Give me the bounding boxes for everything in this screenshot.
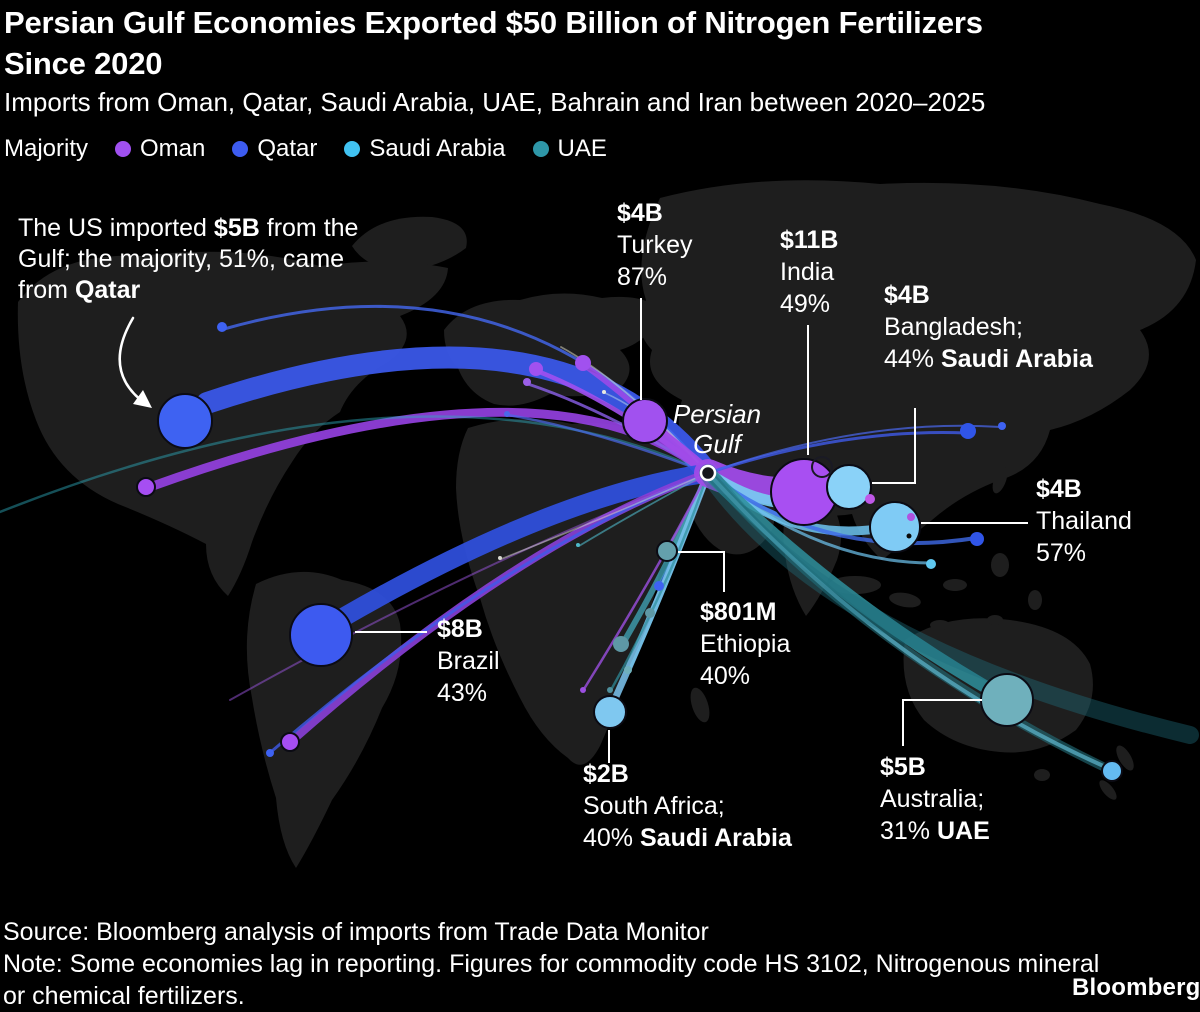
callout-country: Brazil: [437, 647, 500, 675]
bloomberg-logo: Bloomberg: [1072, 974, 1200, 1001]
callout-share: 49%: [780, 290, 831, 318]
qatar-dot-icon: [232, 141, 249, 157]
callout-country: Turkey: [617, 231, 693, 259]
legend: Majority Oman Qatar Saudi Arabia UAE: [4, 135, 607, 163]
note-text: Note: Some economies lag in reporting. F…: [3, 950, 1100, 1010]
legend-item-uae: UAE: [532, 135, 607, 163]
callout-share: 31% UAE: [880, 817, 990, 845]
callout-share: 43%: [437, 679, 488, 707]
callout-share: 87%: [617, 263, 668, 291]
callout-value: $4B: [1036, 475, 1082, 503]
callout-india: $11B India 49%: [780, 224, 838, 320]
chart-subtitle: Imports from Oman, Qatar, Saudi Arabia, …: [4, 87, 986, 117]
callout-south-africa: $2B South Africa; 40% Saudi Arabia: [583, 758, 792, 854]
callout-value: $4B: [617, 199, 663, 227]
callout-share: 44% Saudi Arabia: [884, 345, 1093, 373]
callout-value: $801M: [700, 598, 777, 626]
us-note-majority: Qatar: [74, 276, 141, 304]
callout-brazil: $8B Brazil 43%: [437, 613, 500, 709]
us-note-value: $5B: [213, 214, 260, 242]
oman-dot-icon: [115, 141, 132, 157]
legend-label: Oman: [140, 135, 206, 162]
callout-ethiopia: $801M Ethiopia 40%: [700, 596, 790, 692]
us-note-text: The US imported: [18, 214, 214, 242]
callout-value: $2B: [583, 760, 629, 788]
callout-thailand: $4B Thailand 57%: [1036, 473, 1132, 569]
callout-country: India: [780, 258, 835, 286]
callout-share: 57%: [1036, 539, 1087, 567]
footer: Source: Bloomberg analysis of imports fr…: [3, 916, 1123, 1012]
callout-share: 40%: [700, 662, 751, 690]
callout-country: Australia;: [880, 785, 985, 813]
callout-bangladesh: $4B Bangladesh; 44% Saudi Arabia: [884, 279, 1093, 375]
legend-item-saudi-arabia: Saudi Arabia: [344, 135, 506, 163]
callout-value: $11B: [780, 226, 839, 254]
callout-country: Ethiopia: [700, 630, 791, 658]
callout-value: $8B: [437, 615, 483, 643]
callout-country: Bangladesh;: [884, 313, 1024, 341]
callout-country: Thailand: [1036, 507, 1132, 535]
legend-label: Qatar: [257, 135, 318, 162]
legend-item-oman: Oman: [115, 135, 205, 163]
callout-value: $4B: [884, 281, 930, 309]
saudi-arabia-dot-icon: [344, 141, 361, 157]
uae-dot-icon: [532, 141, 549, 157]
annotation-us-note: The US imported $5B from the Gulf; the m…: [18, 213, 370, 306]
source-text: Source: Bloomberg analysis of imports fr…: [3, 918, 709, 946]
legend-label: UAE: [557, 135, 607, 162]
callout-country: South Africa;: [583, 792, 725, 820]
legend-item-qatar: Qatar: [232, 135, 317, 163]
callout-value: $5B: [880, 753, 926, 781]
callout-share: 40% Saudi Arabia: [583, 824, 792, 852]
hub-label: Persian Gulf: [672, 399, 762, 459]
us-note-text: from the Gulf; the majority, 51%, came f…: [18, 214, 359, 304]
callout-australia: $5B Australia; 31% UAE: [880, 751, 990, 847]
legend-label: Saudi Arabia: [369, 135, 506, 162]
legend-prefix: Majority: [4, 135, 89, 162]
callout-turkey: $4B Turkey 87%: [617, 197, 692, 293]
chart-title: Persian Gulf Economies Exported $50 Bill…: [4, 5, 983, 81]
